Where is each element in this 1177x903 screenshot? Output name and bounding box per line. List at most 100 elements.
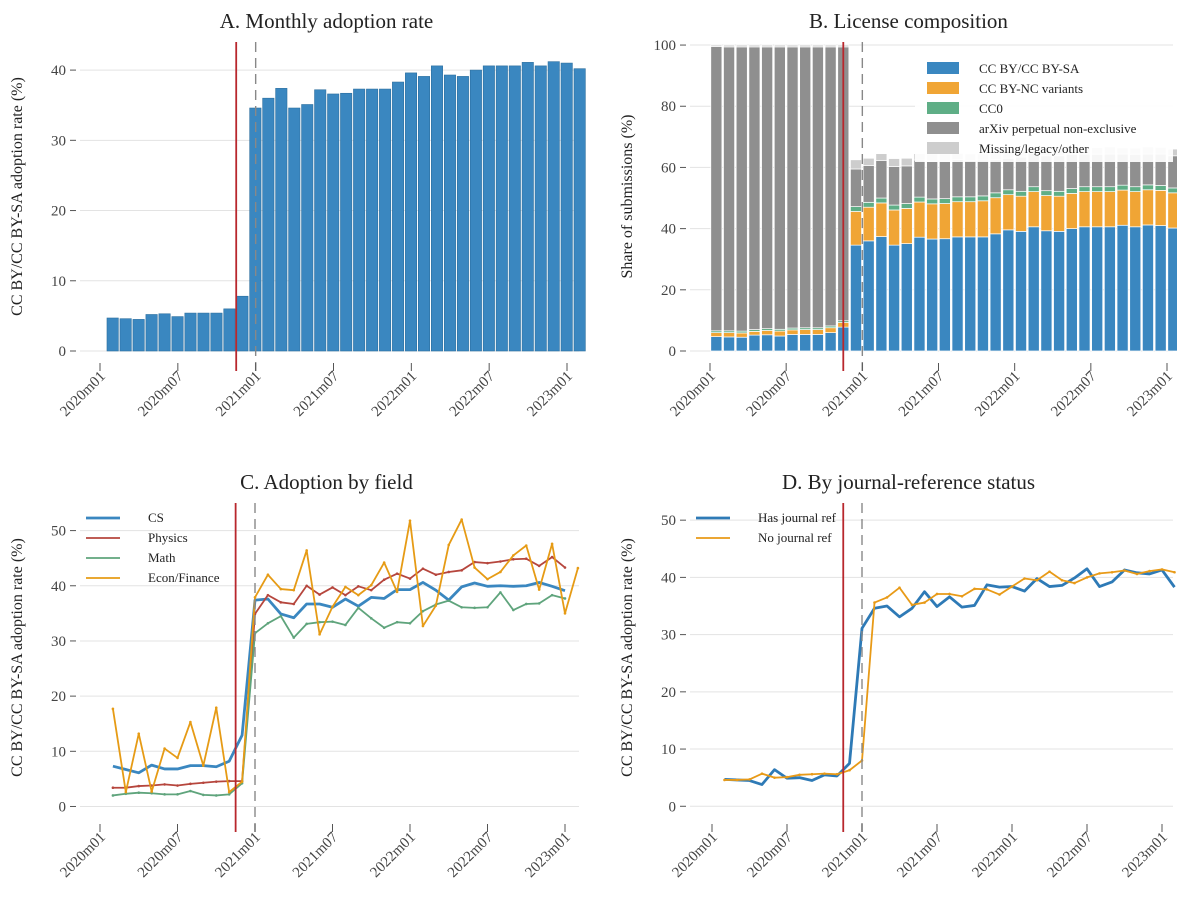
stacked-bar-segment <box>862 157 875 166</box>
stacked-bar-segment <box>926 238 939 352</box>
stacked-bar-segment <box>926 160 939 200</box>
bar <box>184 312 197 352</box>
stacked-bar-segment <box>824 327 837 333</box>
stacked-bar-segment <box>1154 190 1167 226</box>
x-tick-label: 2021m07 <box>894 829 946 881</box>
series-point <box>563 566 567 569</box>
stacked-bar-segment <box>964 201 977 238</box>
series-point <box>279 614 283 618</box>
legend-label: Physics <box>148 530 188 545</box>
y-tick-label: 20 <box>51 204 66 220</box>
stacked-bar-segment <box>786 334 799 352</box>
stacked-bar-segment <box>748 44 761 48</box>
series-point <box>1098 572 1101 575</box>
series-point <box>499 591 502 594</box>
series-line <box>112 581 566 775</box>
x-tick-label: 2020m07 <box>744 368 796 420</box>
series-point <box>576 566 580 570</box>
bar <box>119 318 132 352</box>
stacked-bar-segment <box>1091 186 1104 192</box>
stacked-bar-segment <box>735 46 748 332</box>
series-point <box>279 601 283 604</box>
series-point <box>537 564 541 568</box>
stacked-bar-segment <box>1065 228 1078 352</box>
series-point <box>369 588 373 592</box>
stacked-bar-segment <box>1167 187 1177 194</box>
series-point <box>460 518 463 521</box>
series-line <box>112 591 566 797</box>
series-point <box>1173 570 1176 574</box>
series-point <box>214 706 218 710</box>
stacked-bar-segment <box>1091 191 1104 228</box>
series-point <box>985 588 989 591</box>
series-point <box>1160 568 1164 571</box>
series-point <box>240 780 244 783</box>
y-axis-label: Share of submissions (%) <box>619 115 636 279</box>
series-point <box>473 566 476 569</box>
y-tick-label: 30 <box>51 634 66 650</box>
series-point <box>202 781 205 785</box>
x-tick-label: 2022m01 <box>367 830 418 881</box>
stacked-bar-segment <box>850 159 862 170</box>
bar <box>534 65 547 352</box>
y-tick-label: 20 <box>51 689 66 705</box>
stacked-bar-segment <box>964 196 977 203</box>
stacked-bar-segment <box>1116 189 1129 226</box>
series-point <box>512 608 515 612</box>
stacked-bar-segment <box>938 203 951 240</box>
series-point <box>524 557 528 561</box>
series-point <box>189 782 192 786</box>
bar <box>223 308 236 352</box>
y-tick-label: 30 <box>661 628 676 644</box>
series-point <box>124 790 128 794</box>
x-tick-label: 2020m01 <box>667 369 718 420</box>
series-line <box>724 567 1176 786</box>
x-tick-label: 2022m07 <box>445 829 497 881</box>
stacked-bar-segment <box>964 236 977 352</box>
series-point <box>1035 578 1039 582</box>
x-tick-label: 2020m01 <box>669 830 720 881</box>
series-point <box>395 620 399 624</box>
stacked-bar-segment <box>773 46 786 330</box>
stacked-bar-segment <box>1103 186 1116 192</box>
series-point <box>408 621 412 625</box>
x-tick-label: 2022m01 <box>972 369 1023 420</box>
stacked-bar-segment <box>900 203 913 209</box>
legend-label: CC BY/CC BY-SA <box>979 61 1080 76</box>
series-point <box>137 732 141 735</box>
series-point <box>163 793 166 796</box>
y-tick-label: 0 <box>59 799 67 815</box>
stacked-bar-segment <box>913 196 926 203</box>
series-point <box>885 596 889 599</box>
stacked-bar-segment <box>723 336 735 352</box>
stacked-bar-segment <box>710 44 723 47</box>
stacked-bar-segment <box>900 243 913 352</box>
stacked-bar-segment <box>1027 186 1040 192</box>
series-point <box>948 592 951 596</box>
series-point <box>331 620 334 623</box>
x-tick-label: 2020m07 <box>135 368 187 420</box>
stacked-bar-segment <box>875 197 888 204</box>
series-point <box>1148 569 1151 573</box>
panel-title: B. License composition <box>809 9 1008 33</box>
y-tick-label: 20 <box>661 283 676 299</box>
series-point <box>176 793 179 796</box>
series-point <box>473 606 476 610</box>
stacked-bar-segment <box>1027 191 1040 228</box>
series-point <box>434 573 438 577</box>
stacked-bar-segment <box>748 334 761 352</box>
stacked-bar-segment <box>1154 185 1167 191</box>
stacked-bar-segment <box>761 46 774 330</box>
stacked-bar-segment <box>1065 188 1078 194</box>
stacked-bar-segment <box>1002 229 1015 352</box>
series-point <box>1085 576 1089 579</box>
series-point <box>395 590 399 594</box>
stacked-bar-segment <box>812 329 824 335</box>
series-point <box>910 603 914 607</box>
series-point <box>499 570 502 574</box>
stacked-bar-segment <box>913 159 926 198</box>
series-point <box>460 569 463 572</box>
legend-label: Econ/Finance <box>148 570 220 585</box>
y-tick-label: 10 <box>51 744 66 760</box>
